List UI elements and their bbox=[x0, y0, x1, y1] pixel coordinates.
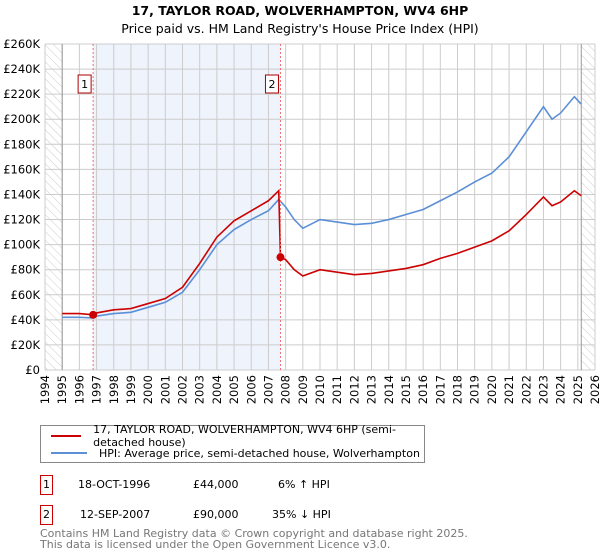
x-tick-label: 1994 bbox=[38, 375, 52, 404]
legend-item-hpi: HPI: Average price, semi-detached house,… bbox=[51, 445, 420, 461]
ownership-period-shading bbox=[93, 44, 281, 370]
transaction-hpi: 6% ↑ HPI bbox=[278, 478, 330, 491]
x-tick-label: 2024 bbox=[554, 375, 568, 404]
transaction-price: £90,000 bbox=[193, 508, 239, 521]
y-tick-label: £100K bbox=[3, 238, 40, 252]
transaction-row: 1 18-OCT-1996 £44,000 6% ↑ HPI bbox=[40, 475, 600, 497]
transaction-price: £44,000 bbox=[193, 478, 239, 491]
footer-line1: Contains HM Land Registry data © Crown c… bbox=[40, 527, 468, 540]
y-tick-label: £220K bbox=[3, 87, 40, 101]
x-tick-label: 2004 bbox=[210, 375, 224, 404]
legend-swatch-blue bbox=[51, 452, 87, 454]
x-tick-label: 2007 bbox=[261, 375, 275, 404]
y-tick-label: £0 bbox=[25, 363, 40, 377]
x-tick-label: 2013 bbox=[365, 375, 379, 404]
sale-label-box bbox=[264, 74, 279, 94]
y-tick-label: £120K bbox=[3, 213, 40, 227]
legend: 17, TAYLOR ROAD, WOLVERHAMPTON, WV4 6HP … bbox=[40, 423, 425, 463]
x-tick-label: 2016 bbox=[416, 375, 430, 404]
y-tick-label: £20K bbox=[11, 338, 41, 352]
x-tick-label: 1995 bbox=[55, 375, 69, 404]
no-data-hatch-left bbox=[45, 44, 63, 370]
marker-badge: 2 bbox=[40, 505, 53, 525]
sale-label: 1 bbox=[81, 78, 88, 91]
y-tick-label: £40K bbox=[11, 313, 41, 327]
x-tick-label: 2025 bbox=[571, 375, 585, 404]
x-tick-label: 2023 bbox=[536, 375, 550, 404]
property-price-line bbox=[62, 188, 582, 316]
y-tick-label: £200K bbox=[3, 112, 40, 126]
marker-badge: 1 bbox=[40, 475, 53, 495]
title-line1: 17, TAYLOR ROAD, WOLVERHAMPTON, WV4 6HP bbox=[131, 3, 469, 18]
y-tick-label: £240K bbox=[3, 62, 40, 76]
x-tick-label: 2006 bbox=[244, 375, 258, 404]
x-tick-label: 2014 bbox=[382, 375, 396, 404]
x-tick-label: 2018 bbox=[451, 375, 465, 404]
x-tick-label: 2002 bbox=[176, 375, 190, 404]
x-tick-label: 2010 bbox=[313, 375, 327, 404]
transaction-date: 12-SEP-2007 bbox=[80, 508, 151, 521]
price-chart: 1994 1995 1996 1997 1998 1999 2000 2001 2002 2003… bbox=[3, 37, 600, 404]
footer-line2: This data is licensed under the Open Gov… bbox=[40, 538, 391, 551]
sale-point bbox=[276, 253, 285, 262]
x-tick-label: 2003 bbox=[193, 375, 207, 404]
x-tick-label: 2015 bbox=[399, 375, 413, 404]
x-tick-label: 2009 bbox=[296, 375, 310, 404]
x-tick-label: 2012 bbox=[347, 375, 361, 404]
x-tick-label: 2008 bbox=[279, 375, 293, 404]
x-tick-label: 2000 bbox=[141, 375, 155, 404]
x-tick-label: 2005 bbox=[227, 375, 241, 404]
x-tick-label: 2022 bbox=[519, 375, 533, 404]
legend-label: 17, TAYLOR ROAD, WOLVERHAMPTON, WV4 6HP … bbox=[93, 423, 396, 449]
legend-swatch-red bbox=[51, 435, 82, 437]
x-tick-label: 2021 bbox=[502, 375, 516, 404]
x-tick-label: 2001 bbox=[158, 375, 172, 404]
footer: Contains HM Land Registry data © Crown c… bbox=[40, 528, 468, 550]
hpi-line bbox=[62, 95, 582, 319]
title-line2: Price paid vs. HM Land Registry's House … bbox=[121, 21, 479, 36]
x-tick-label: 2020 bbox=[485, 375, 499, 404]
transaction-date: 18-OCT-1996 bbox=[78, 478, 151, 491]
y-tick-label: £80K bbox=[11, 263, 41, 277]
x-tick-label: 2017 bbox=[433, 375, 447, 404]
sale-label-box bbox=[77, 74, 92, 94]
x-tick-label: 2011 bbox=[330, 375, 344, 404]
x-tick-label: 2026 bbox=[588, 375, 600, 404]
chart-title: 17, TAYLOR ROAD, WOLVERHAMPTON, WV4 6HP … bbox=[0, 2, 600, 38]
transaction-row: 2 12-SEP-2007 £90,000 35% ↓ HPI bbox=[40, 505, 600, 527]
x-tick-label: 1998 bbox=[107, 375, 121, 404]
x-tick-label: 1999 bbox=[124, 375, 138, 404]
y-tick-label: £140K bbox=[3, 187, 40, 201]
y-tick-label: £160K bbox=[3, 162, 40, 176]
y-tick-label: £180K bbox=[3, 137, 40, 151]
y-tick-label: £260K bbox=[3, 37, 40, 51]
x-tick-label: 2019 bbox=[468, 375, 482, 404]
sale-label: 2 bbox=[268, 78, 275, 91]
legend-item-property: 17, TAYLOR ROAD, WOLVERHAMPTON, WV4 6HP … bbox=[51, 423, 424, 449]
x-tick-label: 1997 bbox=[90, 375, 104, 404]
no-data-hatch-right bbox=[581, 44, 595, 370]
legend-label: HPI: Average price, semi-detached house,… bbox=[99, 446, 420, 460]
sale-point bbox=[89, 310, 98, 319]
transaction-hpi: 35% ↓ HPI bbox=[272, 508, 331, 521]
y-tick-label: £60K bbox=[11, 288, 41, 302]
x-tick-label: 1996 bbox=[72, 375, 86, 404]
